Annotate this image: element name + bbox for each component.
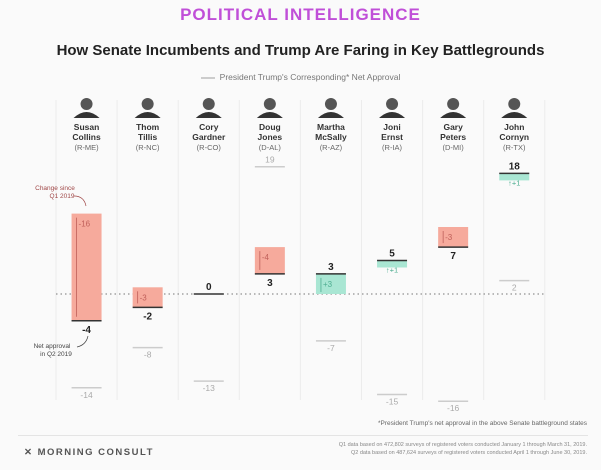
change-label: -3: [445, 233, 453, 242]
senator-photo-head: [508, 98, 521, 110]
senator-last-name: Ernst: [381, 132, 403, 142]
senator-photo-head: [324, 98, 337, 110]
chart-title: How Senate Incumbents and Trump Are Fari…: [56, 42, 545, 59]
change-bar: [71, 213, 102, 321]
footnote: *President Trump's net approval in the a…: [377, 420, 587, 427]
senator-last-name: McSally: [315, 132, 347, 142]
change-bar: [377, 260, 408, 268]
change-bar: [499, 173, 530, 181]
net-approval-label: 18: [509, 161, 521, 172]
senator-photo-body: [256, 112, 283, 118]
annotation-arrow: [76, 335, 89, 348]
senator-first-name: Doug: [259, 122, 281, 132]
annotation-net: Net approval: [34, 343, 71, 350]
senator-first-name: Thom: [136, 122, 160, 132]
senator-last-name: Peters: [440, 132, 466, 142]
legend: President Trump's Corresponding* Net App…: [0, 72, 601, 82]
logo-text: MORNING CONSULT: [37, 447, 154, 458]
source-q1: Q1 data based on 472,802 surveys of regi…: [338, 442, 587, 448]
senator-party: (R-CO): [197, 143, 222, 152]
source-note: Q1 data based on 472,802 surveys of regi…: [339, 441, 587, 457]
annotation-change-2: Q1 2019: [50, 193, 75, 200]
net-approval-label: 5: [389, 249, 395, 260]
logo-icon: ✕: [24, 447, 38, 458]
senator-party: (D-MI): [443, 143, 465, 152]
change-bar: [132, 287, 163, 308]
net-approval-label: 3: [267, 278, 273, 289]
change-label: -16: [79, 220, 91, 229]
trump-approval-label: -8: [144, 350, 152, 360]
senator-photo-body: [379, 112, 406, 118]
trump-approval-label: 19: [265, 155, 275, 165]
senator-photo-head: [386, 98, 399, 110]
senator-photo-body: [73, 112, 100, 118]
net-approval-label: -4: [82, 325, 91, 336]
senator-photo-body: [317, 112, 344, 118]
senator-first-name: Joni: [383, 122, 400, 132]
net-approval-label: 7: [450, 251, 456, 262]
senator-first-name: Susan: [74, 122, 100, 132]
change-bar: [254, 247, 285, 274]
divider: [18, 435, 588, 436]
senator-first-name: Cory: [199, 122, 219, 132]
net-approval-label: 3: [328, 262, 334, 273]
net-approval-label: -2: [143, 311, 152, 322]
senator-last-name: Collins: [72, 132, 101, 142]
legend-label: President Trump's Corresponding* Net App…: [219, 72, 401, 82]
senator-photo-head: [80, 98, 93, 110]
change-label: ↑+1: [508, 178, 520, 187]
senator-party: (R-NC): [136, 143, 160, 152]
senator-photo-body: [440, 112, 467, 118]
brand-title: POLITICAL INTELLIGENCE: [180, 5, 421, 24]
senator-first-name: Gary: [443, 122, 463, 132]
trump-approval-label: -16: [447, 403, 460, 413]
senator-last-name: Cornyn: [499, 132, 529, 142]
senator-photo-head: [141, 98, 154, 110]
senator-party: (R-AZ): [320, 143, 343, 152]
senator-party: (R-IA): [382, 143, 402, 152]
senator-photo-head: [202, 98, 215, 110]
trump-approval-label: -15: [386, 397, 399, 407]
senator-last-name: Tillis: [138, 132, 157, 142]
senator-last-name: Gardner: [192, 132, 226, 142]
senator-photo-body: [195, 112, 222, 118]
senator-photo-head: [447, 98, 460, 110]
senator-first-name: Martha: [317, 122, 345, 132]
trump-approval-label: 2: [512, 283, 517, 293]
change-label: -3: [140, 293, 148, 302]
trump-approval-label: -14: [80, 390, 93, 400]
senator-photo-body: [134, 112, 161, 118]
annotation-change: Change since: [35, 185, 75, 192]
senator-first-name: John: [504, 122, 524, 132]
senator-party: (R-TX): [503, 143, 526, 152]
source-q2: Q2 data based on 487,624 surveys of regi…: [350, 450, 587, 456]
change-label: -4: [262, 253, 270, 262]
senator-party: (R-ME): [74, 143, 99, 152]
change-label: ↑+1: [386, 266, 398, 275]
trump-approval-label: -7: [327, 343, 335, 353]
legend-swatch: [200, 76, 215, 79]
senator-last-name: Jones: [258, 132, 283, 142]
morning-consult-logo: ✕ MORNING CONSULT: [24, 447, 154, 458]
annotation-arrow: [73, 195, 87, 207]
trump-approval-label: -13: [203, 383, 216, 393]
change-bar: [315, 273, 346, 294]
senator-photo-body: [501, 112, 528, 118]
change-label: +3: [323, 280, 333, 289]
net-approval-label: 0: [206, 282, 212, 293]
senator-party: (D-AL): [259, 143, 282, 152]
annotation-net-2: in Q2 2019: [40, 351, 72, 358]
senator-photo-head: [263, 98, 276, 110]
change-bar: [438, 227, 469, 248]
